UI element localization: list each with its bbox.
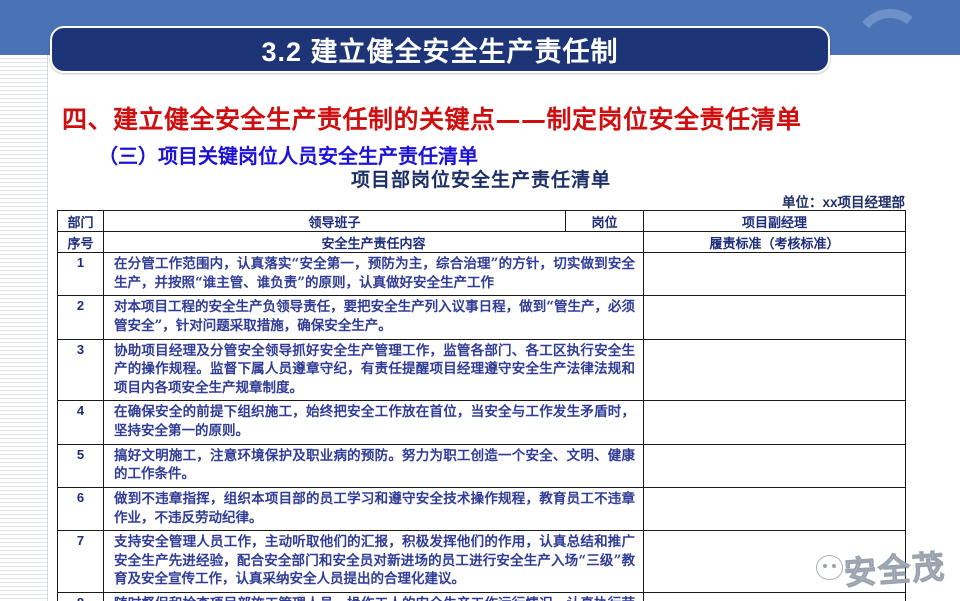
table-row: 5 搞好文明施工，注意环境保护及职业病的预防。努力为职工创造一个安全、文明、健康… <box>57 443 906 488</box>
header-no: 序号 <box>57 231 104 253</box>
row-standard-cell <box>643 530 906 593</box>
row-content: 做到不违章指挥，组织本项目部的员工学习和遵守安全技术操作规程，教育员工不违章作业… <box>103 486 644 532</box>
lined-paper-strip <box>0 55 48 601</box>
table-row: 4 在确保安全的前提下组织施工，始终把安全工作放在首位，当安全与工作发生矛盾时，… <box>57 400 906 445</box>
row-standard-cell <box>643 443 906 488</box>
table-row: 7 支持安全管理人员工作，主动听取他们的汇报，积极发挥他们的作用，认真总结和推广… <box>57 530 906 593</box>
table-title: 项目部岗位安全生产责任清单 <box>350 170 611 191</box>
row-number: 8 <box>57 591 104 601</box>
row-content: 对本项目工程的安全生产负领导责任，要把安全生产列入议事日程，做到“管生产，必须管… <box>103 295 644 340</box>
table-row: 3 协助项目经理及分管安全领导抓好安全生产管理工作，监管各部门、各工区执行安全生… <box>57 338 906 402</box>
table-header-row-2: 序号 安全生产责任内容 履责标准（考核标准） <box>57 231 906 253</box>
row-standard-cell <box>643 338 906 402</box>
header-post-value: 项目副经理 <box>643 210 906 232</box>
row-content: 协助项目经理及分管安全领导抓好安全生产管理工作，监管各部门、各工区执行安全生产的… <box>103 338 644 402</box>
table-header-row-1: 部门 领导班子 岗位 项目副经理 <box>57 210 906 232</box>
header-leadership: 领导班子 <box>103 210 566 232</box>
row-content: 在确保安全的前提下组织施工，始终把安全工作放在首位，当安全与工作发生矛盾时，坚持… <box>103 400 644 445</box>
unit-label: 单位：xx项目经理部 <box>781 195 905 210</box>
row-standard-cell <box>643 295 906 340</box>
row-standard-cell <box>643 486 906 532</box>
row-number: 6 <box>57 486 104 532</box>
slide-title: 3.2 建立健全安全生产责任制 <box>261 37 619 67</box>
header-dept: 部门 <box>57 210 104 232</box>
row-number: 5 <box>57 443 104 488</box>
row-content: 随时督促和检查项目部施工管理人员，操作工人的安全生产工作运行情况，认真执行劳动保… <box>103 591 644 601</box>
table-row: 1 在分管工作范围内，认真落实“安全第一，预防为主，综合治理”的方针，切实做到安… <box>57 251 906 297</box>
header-post: 岗位 <box>565 210 644 232</box>
row-content: 支持安全管理人员工作，主动听取他们的汇报，积极发挥他们的作用，认真总结和推广安全… <box>103 530 644 593</box>
row-standard-cell <box>643 400 906 445</box>
subsection-headline-blue: （三）项目关键岗位人员安全生产责任清单 <box>98 146 478 168</box>
table-row: 6 做到不违章指挥，组织本项目部的员工学习和遵守安全技术操作规程，教育员工不违章… <box>57 486 906 532</box>
row-number: 3 <box>57 338 104 402</box>
row-number: 2 <box>57 295 104 340</box>
row-number: 7 <box>57 530 104 593</box>
responsibility-table: 部门 领导班子 岗位 项目副经理 序号 安全生产责任内容 履责标准（考核标准） … <box>57 210 906 601</box>
section-headline-red: 四、建立健全安全生产责任制的关键点——制定岗位安全责任清单 <box>62 105 802 134</box>
row-standard-cell <box>643 251 906 297</box>
table-row: 2 对本项目工程的安全生产负领导责任，要把安全生产列入议事日程，做到“管生产，必… <box>57 295 906 340</box>
row-content: 搞好文明施工，注意环境保护及职业病的预防。努力为职工创造一个安全、文明、健康的工… <box>103 443 644 488</box>
row-content: 在分管工作范围内，认真落实“安全第一，预防为主，综合治理”的方针，切实做到安全生… <box>103 251 644 297</box>
table-row: 8 随时督促和检查项目部施工管理人员，操作工人的安全生产工作运行情况，认真执行劳… <box>57 591 906 601</box>
row-standard-cell <box>643 591 906 601</box>
header-standard: 履责标准（考核标准） <box>643 231 906 253</box>
row-number: 4 <box>57 400 104 445</box>
header-content: 安全生产责任内容 <box>103 231 644 253</box>
decorative-arc <box>850 5 930 55</box>
slide-title-bar: 3.2 建立健全安全生产责任制 <box>50 26 830 73</box>
row-number: 1 <box>57 251 104 297</box>
